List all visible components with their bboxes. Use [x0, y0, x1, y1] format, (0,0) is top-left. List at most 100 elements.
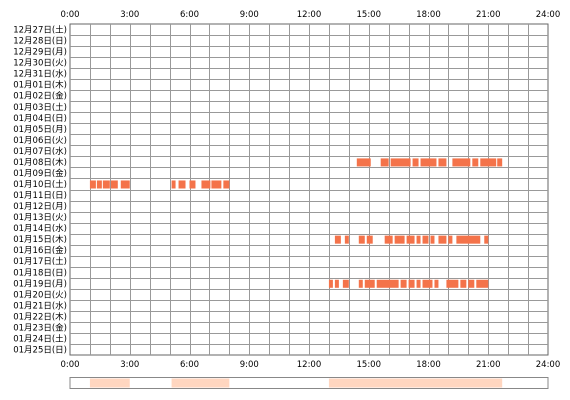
- activity-bar: [480, 158, 497, 167]
- activity-bar: [422, 279, 433, 288]
- x-tick-label-bottom: 15:00: [357, 360, 382, 370]
- summary-segment: [328, 378, 503, 388]
- activity-bar: [400, 279, 407, 288]
- activity-bar: [358, 279, 363, 288]
- activity-bar: [342, 279, 349, 288]
- day-label: 01月04日(日): [13, 114, 67, 124]
- day-label: 01月16日(金): [13, 245, 67, 256]
- activity-bar: [460, 279, 467, 288]
- day-label: 01月19日(月): [13, 279, 67, 289]
- activity-bar: [356, 158, 371, 167]
- day-label: 01月17日(土): [13, 256, 67, 267]
- day-label: 01月20日(火): [13, 290, 67, 300]
- activity-bar: [406, 235, 415, 244]
- day-label: 12月30日(火): [13, 59, 67, 69]
- x-tick-label-top: 21:00: [476, 10, 501, 20]
- day-label: 01月11日(日): [13, 191, 67, 201]
- activity-bar: [430, 235, 435, 244]
- activity-bar: [102, 180, 110, 189]
- day-label: 01月14日(水): [13, 223, 67, 234]
- activity-bar: [344, 235, 349, 244]
- day-label: 01月09日(金): [13, 168, 67, 179]
- activity-bar: [171, 180, 176, 189]
- activity-bar: [468, 279, 475, 288]
- activity-bar: [376, 279, 399, 288]
- activity-bar: [497, 158, 503, 167]
- day-label: 01月21日(水): [13, 300, 67, 311]
- activity-bar: [89, 180, 96, 189]
- activity-bar: [420, 158, 437, 167]
- x-tick-label-top: 6:00: [180, 10, 199, 20]
- activity-bar: [422, 235, 429, 244]
- x-tick-label-bottom: 21:00: [476, 360, 501, 370]
- x-tick-label-bottom: 0:00: [60, 360, 79, 370]
- activity-bar: [178, 180, 186, 189]
- activity-bar: [448, 235, 453, 244]
- activity-bar: [452, 158, 471, 167]
- activity-bar: [328, 279, 333, 288]
- activity-bar: [366, 235, 373, 244]
- day-label: 12月29日(月): [13, 48, 67, 58]
- day-label: 01月12日(月): [13, 202, 67, 212]
- activity-bar: [438, 158, 447, 167]
- activity-bar: [390, 158, 411, 167]
- activity-bar: [456, 235, 481, 244]
- activity-bar: [189, 180, 196, 189]
- activity-bar: [384, 235, 393, 244]
- day-label: 01月07日(水): [13, 146, 67, 157]
- day-label: 01月08日(木): [13, 157, 67, 168]
- day-label: 01月25日(日): [13, 345, 67, 355]
- bars-layer: [89, 158, 503, 288]
- day-label: 01月10日(土): [13, 179, 67, 190]
- day-label: 01月24日(土): [13, 333, 67, 344]
- activity-bar: [434, 279, 439, 288]
- day-label: 01月03日(土): [13, 102, 67, 113]
- activity-bar: [358, 235, 365, 244]
- activity-bar: [364, 279, 375, 288]
- activity-bar: [438, 235, 447, 244]
- x-tick-label-bottom: 24:00: [536, 360, 561, 370]
- day-label: 01月13日(火): [13, 213, 67, 223]
- day-label: 12月31日(水): [13, 69, 67, 80]
- activity-bar: [334, 279, 339, 288]
- x-tick-label-top: 3:00: [120, 10, 139, 20]
- activity-bar: [472, 158, 479, 167]
- x-tick-label-top: 18:00: [416, 10, 441, 20]
- x-tick-label-top: 24:00: [536, 10, 561, 20]
- day-label: 01月23日(金): [13, 322, 67, 333]
- activity-bar: [484, 235, 489, 244]
- summary-segment: [171, 378, 230, 388]
- activity-bar: [408, 279, 415, 288]
- activity-bar: [412, 158, 419, 167]
- day-label: 01月18日(日): [13, 268, 67, 278]
- day-label: 01月15日(木): [13, 234, 67, 245]
- grid-layer: [69, 23, 549, 356]
- activity-bar: [201, 180, 211, 189]
- activity-bar: [446, 279, 459, 288]
- summary-segment: [89, 378, 130, 388]
- day-label: 12月28日(日): [13, 37, 67, 47]
- x-tick-label-bottom: 12:00: [297, 360, 322, 370]
- activity-bar: [476, 279, 489, 288]
- day-label: 01月02日(金): [13, 91, 67, 102]
- day-label: 12月27日(土): [13, 25, 67, 36]
- summary-strip: [69, 377, 549, 389]
- x-tick-label-bottom: 9:00: [240, 360, 259, 370]
- day-label: 01月05日(月): [13, 125, 67, 135]
- activity-bar: [96, 180, 102, 189]
- x-tick-label-top: 12:00: [297, 10, 322, 20]
- day-label: 01月01日(木): [13, 80, 67, 91]
- day-label: 01月22日(木): [13, 311, 67, 322]
- x-tick-label-bottom: 18:00: [416, 360, 441, 370]
- x-tick-label-bottom: 6:00: [180, 360, 199, 370]
- activity-bar: [211, 180, 222, 189]
- activity-bar: [394, 235, 405, 244]
- labels-layer: 0:00 0:00 3:00 3:00 6:00 6:00 9:00 9:00 12:00 12:…: [13, 10, 560, 370]
- x-tick-label-top: 0:00: [60, 10, 79, 20]
- x-tick-label-top: 15:00: [357, 10, 382, 20]
- activity-bar: [110, 180, 118, 189]
- activity-bar: [416, 235, 421, 244]
- activity-bar: [416, 279, 421, 288]
- activity-bar: [380, 158, 389, 167]
